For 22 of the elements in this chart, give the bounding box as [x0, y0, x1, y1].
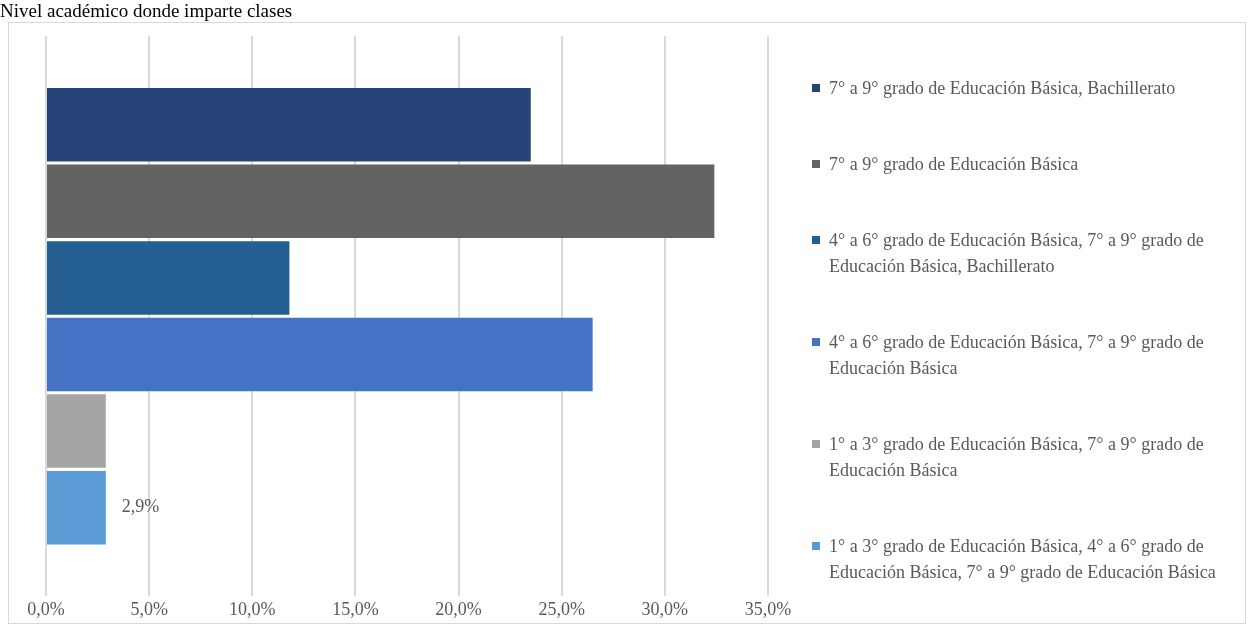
bar — [47, 470, 106, 545]
x-tick-label: 35,0% — [744, 598, 792, 619]
legend-label: 4° a 6° grado de Educación Básica, 7° a 9° grado de Educación Básica — [829, 331, 1205, 380]
x-tick-label: 30,0% — [641, 598, 689, 619]
bar — [47, 164, 715, 239]
bar — [47, 394, 106, 468]
x-tick-label: 20,0% — [435, 598, 482, 619]
legend-label: 4° a 6° grado de Educación Básica, 7° a 9° grado de Educación Básica, Bachillerato — [829, 229, 1205, 278]
bar — [47, 317, 593, 392]
bar — [47, 87, 531, 162]
chart-title: Nivel académico donde imparte clases — [0, 0, 293, 22]
data-label: 2,9% — [121, 496, 160, 517]
legend-label: 7° a 9° grado de Educación Básica — [829, 153, 1079, 176]
x-tick-label: 5,0% — [130, 598, 168, 619]
x-tick-label: 10,0% — [229, 598, 276, 619]
x-tick-label: 0,0% — [27, 598, 65, 619]
legend-label: 1° a 3° grado de Educación Básica, 7° a 9° grado de Educación Básica — [829, 433, 1205, 482]
legend-label: 7° a 9° grado de Educación Básica, Bachillerato — [829, 77, 1176, 100]
legend-label: 1° a 3° grado de Educación Básica, 4° a 6° grado de Educación Básica, 7° a 9° grado de Educación Básica — [829, 535, 1217, 584]
x-tick-label: 15,0% — [332, 598, 379, 619]
bar — [47, 241, 290, 315]
x-tick-label: 25,0% — [538, 598, 585, 619]
